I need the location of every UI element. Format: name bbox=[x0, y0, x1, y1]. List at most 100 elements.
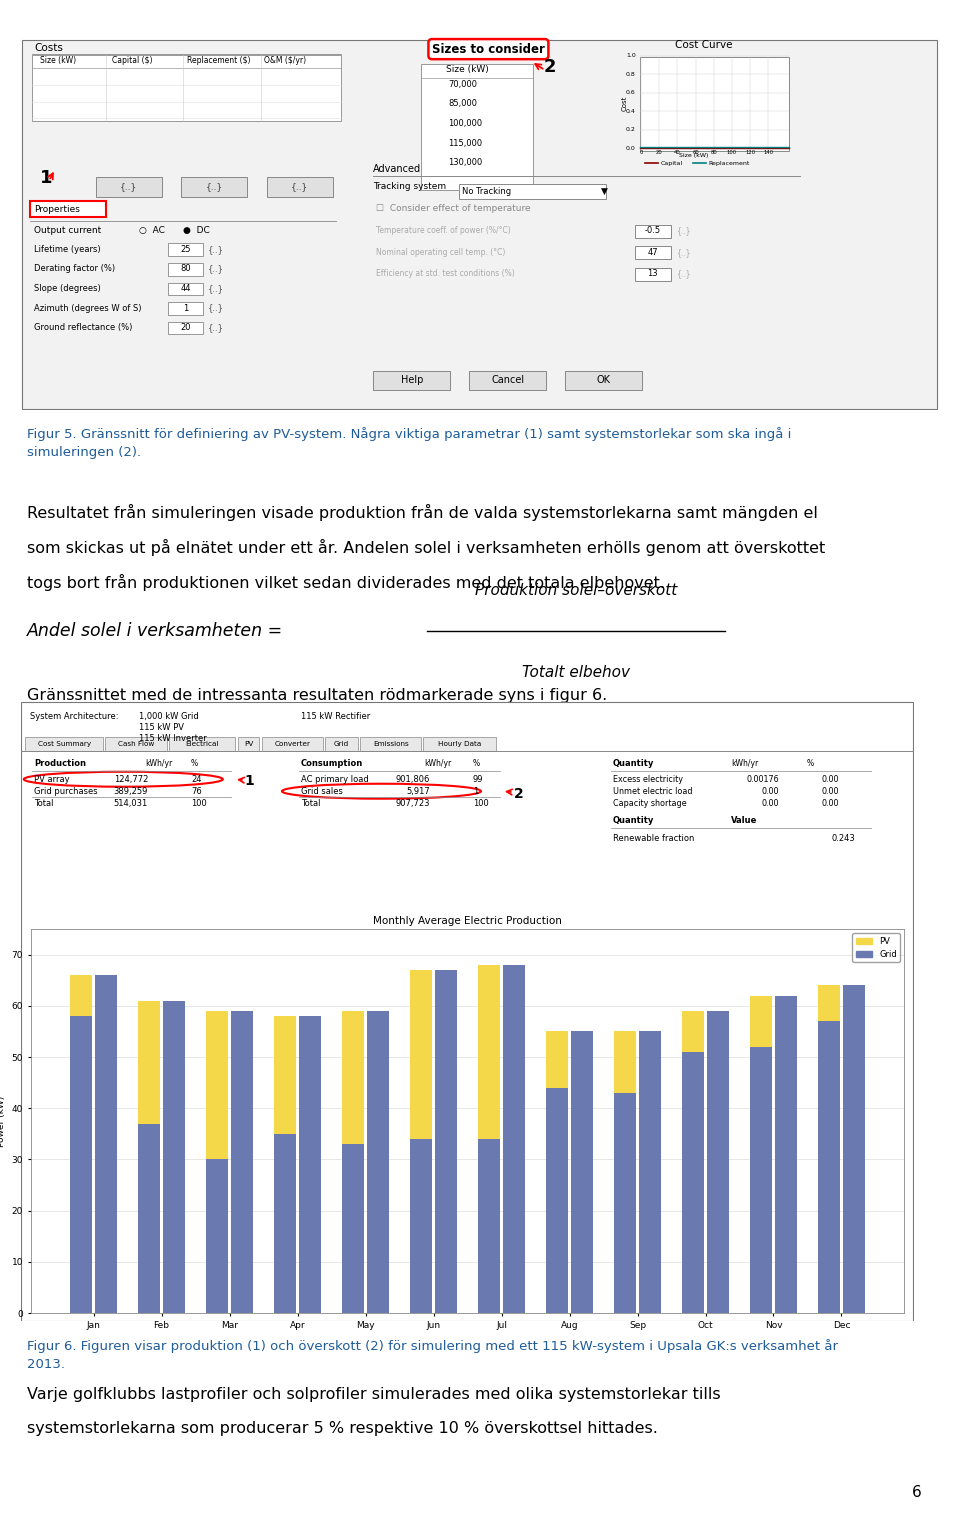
Bar bbox=[163, 1000, 184, 1313]
Text: AC primary load: AC primary load bbox=[300, 774, 369, 783]
Bar bbox=[751, 996, 772, 1047]
Text: 0.00: 0.00 bbox=[821, 786, 839, 795]
Text: {..}: {..} bbox=[677, 269, 691, 278]
Bar bbox=[411, 1138, 432, 1313]
Text: Unmet electric load: Unmet electric load bbox=[612, 786, 692, 795]
Bar bbox=[343, 1145, 364, 1313]
Text: %: % bbox=[191, 759, 198, 768]
Bar bbox=[299, 1016, 321, 1313]
Text: Tracking system: Tracking system bbox=[373, 182, 446, 191]
Text: kWh/yr: kWh/yr bbox=[424, 759, 452, 768]
Text: Value: Value bbox=[732, 817, 757, 826]
Text: Sizes to consider: Sizes to consider bbox=[432, 43, 545, 56]
Text: 25: 25 bbox=[180, 244, 191, 254]
Text: 24: 24 bbox=[191, 774, 202, 783]
Text: Grid purchases: Grid purchases bbox=[34, 786, 98, 795]
Text: 1: 1 bbox=[182, 304, 188, 313]
Bar bbox=[478, 1138, 500, 1313]
Text: 70,000: 70,000 bbox=[448, 80, 477, 90]
Text: {..}: {..} bbox=[291, 182, 308, 191]
Legend: PV, Grid: PV, Grid bbox=[852, 934, 900, 962]
Text: Replacement ($): Replacement ($) bbox=[186, 56, 250, 65]
Text: kWh/yr: kWh/yr bbox=[145, 759, 172, 768]
Text: {..}: {..} bbox=[208, 244, 224, 254]
Text: som skickas ut på elnätet under ett år. Andelen solel i verksamheten erhölls gen: som skickas ut på elnätet under ett år. … bbox=[27, 539, 826, 556]
Bar bbox=[683, 1011, 704, 1052]
Text: 115 kW Inverter: 115 kW Inverter bbox=[139, 735, 207, 744]
Text: Azimuth (degrees W of S): Azimuth (degrees W of S) bbox=[34, 304, 141, 313]
Bar bbox=[275, 1134, 297, 1313]
Text: 514,031: 514,031 bbox=[114, 798, 148, 808]
Text: kWh/yr: kWh/yr bbox=[732, 759, 758, 768]
Text: 901,806: 901,806 bbox=[396, 774, 430, 783]
Text: Replacement: Replacement bbox=[708, 161, 750, 165]
Text: 60: 60 bbox=[692, 150, 699, 155]
Bar bbox=[267, 178, 333, 196]
Bar bbox=[411, 970, 432, 1138]
Text: 0.00: 0.00 bbox=[821, 798, 839, 808]
Bar bbox=[614, 1031, 636, 1093]
Bar bbox=[25, 738, 104, 751]
Text: Costs: Costs bbox=[34, 43, 62, 53]
Bar bbox=[168, 282, 203, 296]
Text: 100,000: 100,000 bbox=[448, 118, 482, 128]
Text: 80: 80 bbox=[180, 264, 191, 273]
Text: Ground reflectance (%): Ground reflectance (%) bbox=[34, 323, 132, 332]
Bar bbox=[138, 1123, 160, 1313]
Text: {..}: {..} bbox=[120, 182, 137, 191]
Bar bbox=[546, 1088, 568, 1313]
Text: Cost Summary: Cost Summary bbox=[37, 741, 91, 747]
Text: Grid sales: Grid sales bbox=[300, 786, 343, 795]
Text: OK: OK bbox=[597, 375, 611, 386]
Bar bbox=[367, 1011, 389, 1313]
Bar bbox=[775, 996, 797, 1313]
Bar bbox=[30, 202, 107, 217]
Text: 115,000: 115,000 bbox=[448, 138, 482, 147]
Text: Consumption: Consumption bbox=[300, 759, 363, 768]
Bar bbox=[70, 975, 92, 1016]
Bar bbox=[32, 55, 341, 121]
Bar bbox=[262, 738, 323, 751]
Text: O&M ($/yr): O&M ($/yr) bbox=[264, 56, 306, 65]
Text: 0.00: 0.00 bbox=[762, 786, 780, 795]
Text: 100: 100 bbox=[473, 798, 489, 808]
Bar bbox=[423, 738, 495, 751]
Text: 120: 120 bbox=[745, 150, 756, 155]
Text: PV: PV bbox=[244, 741, 253, 747]
Bar bbox=[275, 1016, 297, 1134]
Bar bbox=[373, 370, 450, 390]
Bar bbox=[640, 56, 789, 150]
Bar bbox=[168, 322, 203, 334]
Text: 115 kW PV: 115 kW PV bbox=[139, 723, 184, 732]
Text: 0.00176: 0.00176 bbox=[747, 774, 780, 783]
Text: Total: Total bbox=[34, 798, 54, 808]
Bar bbox=[435, 970, 457, 1313]
Text: ▼: ▼ bbox=[601, 187, 608, 196]
Text: Capital: Capital bbox=[660, 161, 683, 165]
Bar bbox=[231, 1011, 252, 1313]
Bar bbox=[70, 1016, 92, 1313]
Bar bbox=[206, 1011, 228, 1160]
Text: 0.8: 0.8 bbox=[626, 71, 636, 77]
Bar bbox=[360, 738, 421, 751]
Bar bbox=[843, 985, 865, 1313]
Text: Output current: Output current bbox=[34, 226, 101, 235]
Text: %: % bbox=[473, 759, 480, 768]
Bar bbox=[324, 738, 358, 751]
Text: Emissions: Emissions bbox=[372, 741, 409, 747]
Text: systemstorlekarna som producerar 5 % respektive 10 % överskottsel hittades.: systemstorlekarna som producerar 5 % res… bbox=[27, 1421, 658, 1436]
Title: Monthly Average Electric Production: Monthly Average Electric Production bbox=[373, 915, 562, 926]
Text: Resultatet från simuleringen visade produktion från de valda systemstorlekarna s: Resultatet från simuleringen visade prod… bbox=[27, 504, 818, 521]
Bar bbox=[95, 975, 117, 1313]
Text: {..}: {..} bbox=[208, 284, 224, 293]
Bar bbox=[96, 178, 162, 196]
Bar bbox=[707, 1011, 729, 1313]
Bar bbox=[571, 1031, 592, 1313]
Text: {..}: {..} bbox=[208, 323, 224, 332]
Text: 100: 100 bbox=[727, 150, 737, 155]
Text: 0.00: 0.00 bbox=[821, 774, 839, 783]
Text: Help: Help bbox=[678, 1298, 699, 1307]
Text: Quantity: Quantity bbox=[612, 817, 654, 826]
Text: {..}: {..} bbox=[208, 264, 224, 273]
Text: Gränssnittet med de intressanta resultaten rödmarkerade syns i figur 6.: Gränssnittet med de intressanta resultat… bbox=[27, 688, 607, 703]
